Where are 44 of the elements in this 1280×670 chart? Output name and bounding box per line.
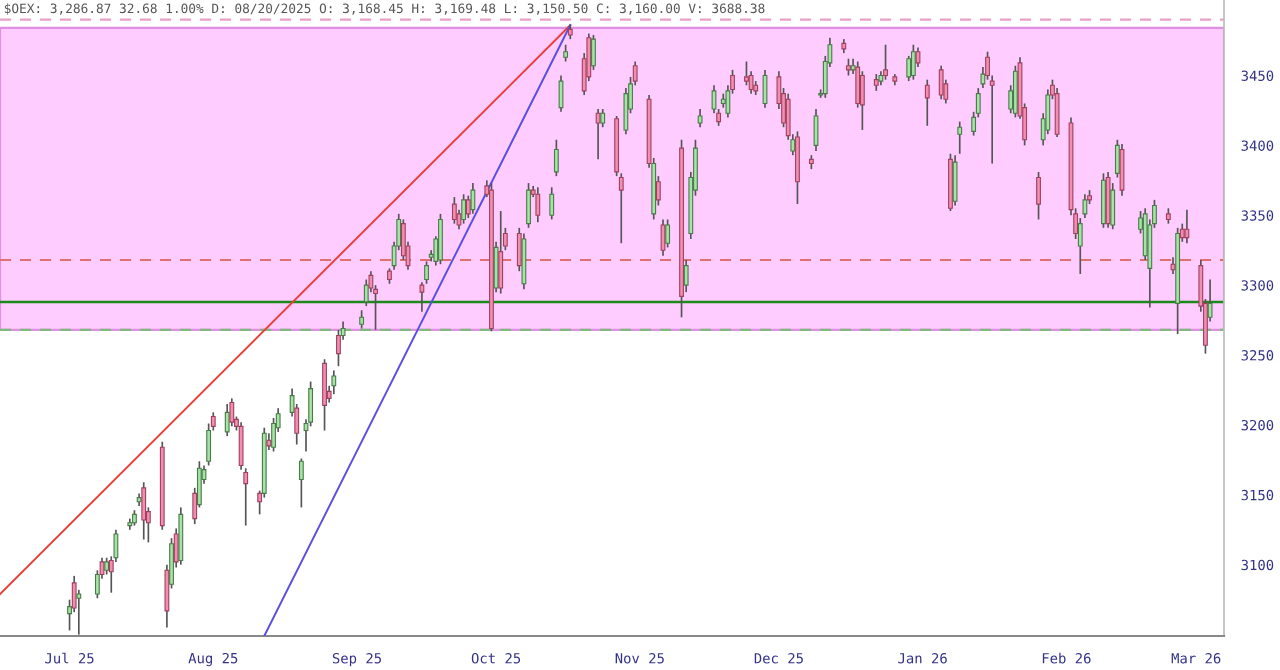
candlestick bbox=[1036, 171, 1041, 221]
candlestick bbox=[363, 278, 369, 307]
candlestick bbox=[498, 210, 504, 295]
candlestick bbox=[1082, 193, 1088, 219]
candlestick bbox=[697, 108, 703, 129]
candlestick bbox=[224, 403, 230, 437]
candlestick bbox=[298, 457, 304, 509]
candlestick bbox=[470, 182, 476, 215]
candlestick bbox=[331, 369, 337, 396]
candlestick bbox=[359, 309, 365, 330]
candlestick bbox=[229, 397, 235, 428]
candlestick bbox=[178, 506, 184, 566]
candlestick bbox=[762, 69, 768, 109]
candlestick bbox=[451, 196, 457, 225]
candlestick bbox=[461, 193, 467, 225]
candlestick bbox=[744, 60, 749, 87]
candlestick bbox=[141, 481, 147, 541]
candlestick bbox=[952, 154, 958, 207]
candlestick bbox=[660, 218, 666, 257]
candlestick bbox=[665, 218, 671, 249]
candlestick bbox=[655, 175, 661, 207]
candlestick bbox=[795, 130, 800, 205]
candlestick bbox=[558, 74, 564, 113]
candlestick bbox=[549, 186, 555, 221]
candlestick bbox=[924, 78, 930, 127]
candlestick bbox=[553, 138, 559, 177]
candlestick bbox=[748, 70, 754, 95]
candlestick bbox=[535, 186, 541, 224]
candlestick bbox=[322, 358, 327, 432]
candlestick bbox=[938, 64, 944, 101]
candlestick bbox=[813, 108, 819, 152]
candlestick bbox=[957, 120, 963, 155]
candlestick bbox=[683, 259, 689, 293]
candlestick bbox=[1054, 87, 1060, 138]
candlestick bbox=[521, 232, 527, 291]
candlestick bbox=[438, 213, 443, 266]
candlestick bbox=[883, 43, 888, 81]
candlestick bbox=[910, 43, 916, 81]
candlestick bbox=[1101, 172, 1106, 229]
candlestick bbox=[526, 182, 531, 229]
candlestick bbox=[1119, 143, 1125, 197]
candlestick bbox=[336, 329, 341, 368]
candlestick bbox=[859, 70, 865, 131]
candlestick bbox=[1184, 208, 1190, 245]
